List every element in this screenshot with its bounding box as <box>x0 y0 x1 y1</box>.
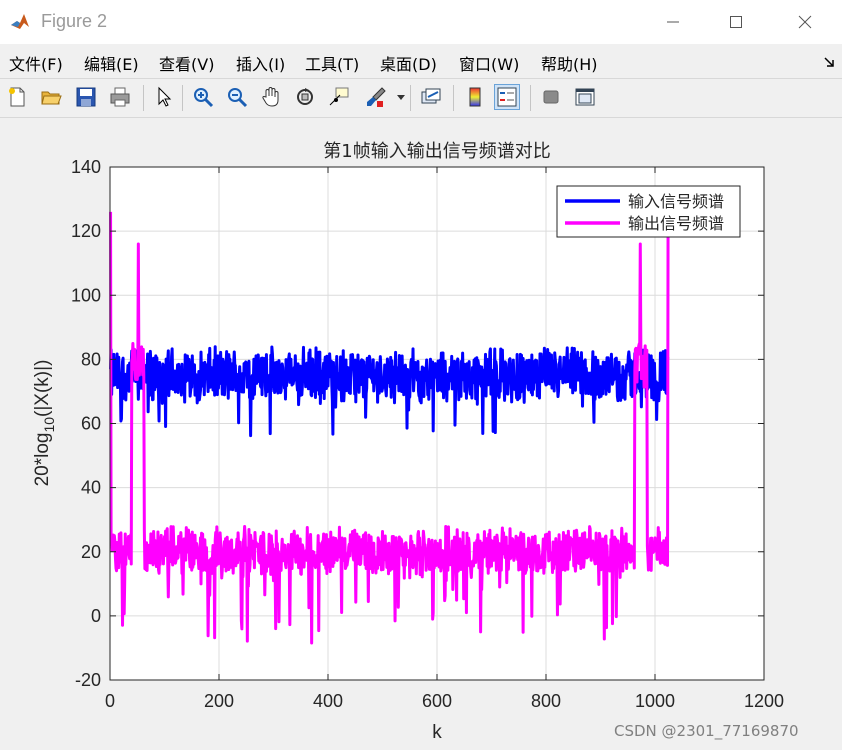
y-tick-label: -20 <box>75 670 101 690</box>
matlab-logo-icon <box>9 11 31 33</box>
x-axis-label: k <box>432 722 442 743</box>
menu-view[interactable]: 查看(V) <box>159 55 215 74</box>
maximize-icon <box>730 16 742 28</box>
close-icon <box>798 15 812 29</box>
data-cursor-icon <box>329 87 349 106</box>
tick-layer: 0 200 400 600 800 1000 1200-200204060801001201… <box>71 157 784 711</box>
data-cursor-button[interactable] <box>326 84 352 110</box>
legend-label-output: 输出信号频谱 <box>628 214 724 233</box>
rotate-3d-icon <box>297 88 313 105</box>
y-tick-label: 0 <box>91 606 101 626</box>
close-button[interactable] <box>782 0 828 44</box>
brush-button[interactable] <box>363 84 389 110</box>
show-tools-icon <box>575 88 595 106</box>
toolbar-separator <box>410 85 411 111</box>
y-tick-label: 20 <box>81 542 101 562</box>
window-title: Figure 2 <box>41 11 108 31</box>
figure-toolbar <box>0 78 842 118</box>
menu-window[interactable]: 窗口(W) <box>459 55 520 74</box>
menu-bar: 文件(F) 编辑(E) 查看(V) 插入(I) 工具(T) 桌面(D) 窗口(W… <box>0 44 842 77</box>
series-line-input-spectrum <box>109 345 670 438</box>
open-file-icon <box>41 91 62 105</box>
new-figure-icon <box>9 87 25 107</box>
zoom-in-button[interactable] <box>190 84 216 110</box>
hide-tools-button[interactable] <box>538 84 564 110</box>
toolbar-separator <box>182 85 183 111</box>
maximize-button[interactable] <box>713 0 759 44</box>
link-plot-button[interactable] <box>418 84 444 110</box>
y-tick-label: 40 <box>81 478 101 498</box>
pan-button[interactable] <box>258 84 284 110</box>
colorbar-icon <box>469 87 481 107</box>
minimize-button[interactable] <box>650 0 696 44</box>
pan-icon <box>262 86 279 107</box>
toolbar-separator <box>530 85 531 111</box>
menu-tools[interactable]: 工具(T) <box>305 55 360 74</box>
y-tick-label: 80 <box>81 349 101 369</box>
legend-box <box>556 185 741 238</box>
y-axis-label: 20*log10(|X(k)|) <box>32 360 57 487</box>
y-axis-label-main: 20*log <box>32 433 53 487</box>
series-line-output-spectrum <box>109 211 670 645</box>
zoom-out-icon <box>228 88 248 108</box>
legend-button[interactable] <box>494 84 520 110</box>
rotate-3d-button[interactable] <box>292 84 318 110</box>
toolbar-separator <box>453 85 454 111</box>
watermark: CSDN @2301_77169870 <box>614 722 799 740</box>
save-button[interactable] <box>73 84 99 110</box>
y-axis-label-subscript: 10 <box>41 417 57 433</box>
print-icon <box>110 87 130 107</box>
x-tick-label: 800 <box>531 691 561 711</box>
x-tick-label: 1200 <box>744 691 784 711</box>
menu-insert[interactable]: 插入(I) <box>236 55 286 74</box>
menu-edit[interactable]: 编辑(E) <box>84 55 139 74</box>
pointer-button[interactable] <box>150 84 176 110</box>
open-file-button[interactable] <box>38 84 64 110</box>
figure-canvas[interactable]: 0 200 400 600 800 1000 1200 -20 0 20 40 60 80 100 120 1… <box>0 118 842 750</box>
save-icon <box>76 87 96 107</box>
toolbar-separator <box>143 85 144 111</box>
menu-file[interactable]: 文件(F) <box>9 55 63 74</box>
legend-icon <box>497 87 517 107</box>
legend[interactable]: 输入信号频谱 输出信号频谱 <box>556 185 741 238</box>
zoom-out-button[interactable] <box>224 84 250 110</box>
new-figure-button[interactable] <box>4 84 30 110</box>
zoom-in-icon <box>194 88 214 108</box>
brush-icon <box>367 87 386 107</box>
minimize-icon <box>667 21 679 23</box>
dropdown-arrow-icon[interactable] <box>397 95 405 101</box>
y-tick-label: 120 <box>71 221 101 241</box>
menu-desktop[interactable]: 桌面(D) <box>380 55 437 74</box>
print-button[interactable] <box>107 84 133 110</box>
y-tick-label: 140 <box>71 157 101 177</box>
y-tick-label: 100 <box>71 285 101 305</box>
hide-tools-icon <box>543 90 559 104</box>
x-tick-label: 600 <box>422 691 452 711</box>
window-titlebar: Figure 2 <box>0 0 842 45</box>
x-tick-label: 0 <box>105 691 115 711</box>
link-plot-icon <box>421 88 441 104</box>
x-tick-label: 400 <box>313 691 343 711</box>
legend-label-input: 输入信号频谱 <box>628 192 724 211</box>
series-layer <box>109 211 670 645</box>
y-tick-label: 60 <box>81 414 101 434</box>
chart-title: 第1帧输入输出信号频谱对比 <box>323 141 550 162</box>
show-tools-button[interactable] <box>572 84 598 110</box>
x-tick-label: 1000 <box>635 691 675 711</box>
x-tick-label: 200 <box>204 691 234 711</box>
spectrum-chart[interactable]: 0 200 400 600 800 1000 1200-200204060801001201… <box>0 118 842 750</box>
y-axis-label-tail: (|X(k)|) <box>32 360 53 417</box>
colorbar-button[interactable] <box>462 84 488 110</box>
menu-help[interactable]: 帮助(H) <box>541 55 598 74</box>
pointer-icon <box>158 86 172 107</box>
dock-arrow-icon[interactable] <box>823 56 835 68</box>
